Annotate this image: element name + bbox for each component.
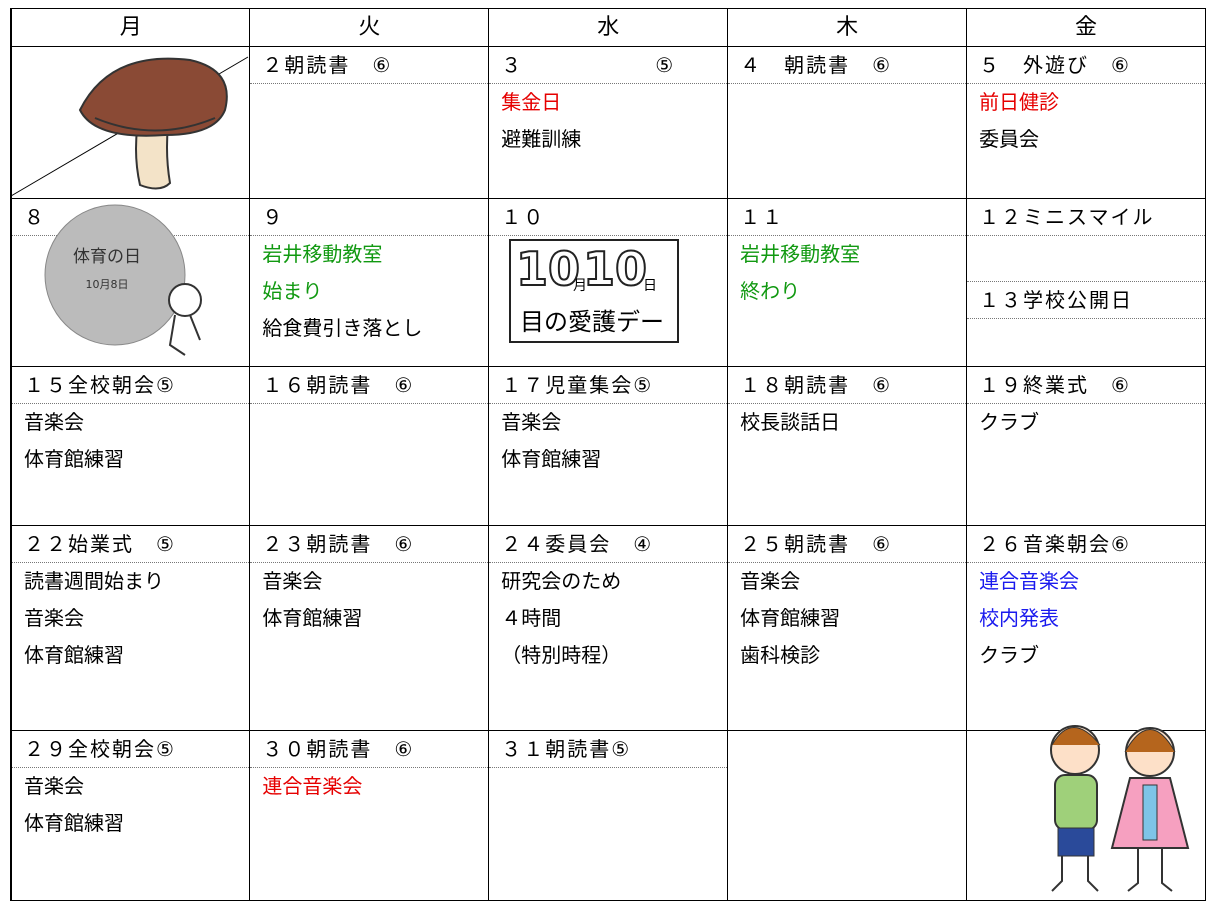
event: 音楽会 xyxy=(740,569,801,593)
event: 音楽会 xyxy=(24,774,84,798)
day-header: ２６音楽朝会⑥ xyxy=(967,526,1205,563)
event: 校内発表 xyxy=(979,606,1060,630)
week-row: ８ ９ 岩井移動教室 始まり 給食費引き落とし １０ １１ 岩井移動教室 終わり １２ミニスマイル… xyxy=(10,198,1206,367)
event: 給食費引き落とし xyxy=(262,316,423,340)
event: 岩井移動教室 xyxy=(740,242,861,266)
event: 研究会のため xyxy=(501,569,622,593)
day-header: ２５朝読書 ⑥ xyxy=(728,526,967,563)
day-header: １９終業式 ⑥ xyxy=(967,367,1205,404)
week-row: ２２始業式 ⑤ 読書週間始まり 音楽会 体育館練習 ２３朝読書 ⑥ 音楽会 体育館練習 ２４委… xyxy=(10,525,1206,731)
day-cell: ２６音楽朝会⑥ 連合音楽会校内発表クラブ xyxy=(966,525,1206,731)
day-header: ２３朝読書 ⑥ xyxy=(250,526,489,563)
day-cell: ２５朝読書 ⑥ 音楽会体育館練習歯科検診 xyxy=(727,525,968,731)
event: 始まり xyxy=(262,279,323,303)
event: 体育館練習 xyxy=(740,606,841,630)
week-row: ２９全校朝会⑤ 音楽会体育館練習 ３０朝読書 ⑥ 連合音楽会 ３１朝読書⑤ xyxy=(10,730,1206,901)
day-header: ２２始業式 ⑤ xyxy=(12,526,250,563)
day-header: １１ xyxy=(728,199,967,236)
day-header: ２朝読書 ⑥ xyxy=(250,47,489,84)
day-header: ２９全校朝会⑤ xyxy=(12,731,250,768)
day-header: ８ xyxy=(12,199,250,236)
day-cell xyxy=(966,730,1206,901)
event: 音楽会 xyxy=(262,569,323,593)
day-header: １２ミニスマイル xyxy=(967,199,1205,236)
event: 体育館練習 xyxy=(262,606,363,630)
day-cell: ２朝読書 ⑥ xyxy=(249,46,490,199)
day-cell: ２９全校朝会⑤ 音楽会体育館練習 xyxy=(10,730,251,901)
day-header: １５全校朝会⑤ xyxy=(12,367,250,404)
event: 校長談話日 xyxy=(740,410,841,434)
day-header: ４ 朝読書 ⑥ xyxy=(728,47,967,84)
day-cell: １６朝読書 ⑥ xyxy=(249,366,490,526)
weekday-row: 月火水木金 xyxy=(10,8,1206,47)
day-cell: ８ xyxy=(10,198,251,367)
day-header: ９ xyxy=(250,199,489,236)
day-cell: １１ 岩井移動教室 終わり xyxy=(727,198,968,367)
day-header: ２４委員会 ④ xyxy=(489,526,728,563)
event: 音楽会 xyxy=(24,410,84,434)
day-cell: ３１朝読書⑤ xyxy=(488,730,729,901)
day-header: １７児童集会⑤ xyxy=(489,367,728,404)
weekday: 金 xyxy=(966,8,1206,47)
day-header: １６朝読書 ⑥ xyxy=(250,367,489,404)
event: 読書週間始まり xyxy=(24,569,164,593)
day-header: ５ 外遊び ⑥ xyxy=(967,47,1205,84)
day-cell: ３ ⑤ 集金日避難訓練 xyxy=(488,46,729,199)
event: ４時間 xyxy=(501,606,562,630)
event: 音楽会 xyxy=(501,410,562,434)
day-cell: ３０朝読書 ⑥ 連合音楽会 xyxy=(249,730,490,901)
day-header: ３０朝読書 ⑥ xyxy=(250,731,489,768)
event: （特別時程） xyxy=(501,643,622,667)
event: 歯科検診 xyxy=(740,643,821,667)
day-header: ３ ⑤ xyxy=(489,47,728,84)
event: 連合音楽会 xyxy=(262,774,363,798)
event: 体育館練習 xyxy=(24,447,124,471)
day-cell: ２３朝読書 ⑥ 音楽会体育館練習 xyxy=(249,525,490,731)
weekday: 月 xyxy=(10,8,251,47)
day-header: ３１朝読書⑤ xyxy=(489,731,728,768)
day-header: １３学校公開日 xyxy=(967,281,1205,319)
day-cell: １２ミニスマイル １３学校公開日 xyxy=(966,198,1206,367)
weekday: 木 xyxy=(727,8,968,47)
event: クラブ xyxy=(979,410,1040,434)
day-cell xyxy=(10,46,251,199)
weekday: 水 xyxy=(488,8,729,47)
event: クラブ xyxy=(979,643,1040,667)
event: 体育館練習 xyxy=(24,643,124,667)
day-cell: ９ 岩井移動教室 始まり給食費引き落とし xyxy=(249,198,490,367)
day-cell: １９終業式 ⑥ クラブ xyxy=(966,366,1206,526)
event: 終わり xyxy=(740,279,801,303)
day-cell: １５全校朝会⑤ 音楽会体育館練習 xyxy=(10,366,251,526)
weekday: 火 xyxy=(249,8,490,47)
day-cell: ４ 朝読書 ⑥ xyxy=(727,46,968,199)
day-cell: １８朝読書 ⑥ 校長談話日 xyxy=(727,366,968,526)
event: 音楽会 xyxy=(24,606,84,630)
event: 体育館練習 xyxy=(501,447,602,471)
day-cell: １７児童集会⑤ 音楽会体育館練習 xyxy=(488,366,729,526)
day-cell: １０ xyxy=(488,198,729,367)
day-header: １８朝読書 ⑥ xyxy=(728,367,967,404)
day-cell: ２２始業式 ⑤ 読書週間始まり 音楽会体育館練習 xyxy=(10,525,251,731)
day-cell: ５ 外遊び ⑥ 前日健診委員会 xyxy=(966,46,1206,199)
event: 集金日 xyxy=(501,90,562,114)
event: 体育館練習 xyxy=(24,811,124,835)
day-header: １０ xyxy=(489,199,728,236)
event: 委員会 xyxy=(979,127,1040,151)
day-cell xyxy=(727,730,968,901)
event: 連合音楽会 xyxy=(979,569,1080,593)
event: 避難訓練 xyxy=(501,127,582,151)
day-cell: ２４委員会 ④ 研究会のため ４時間 （特別時程） xyxy=(488,525,729,731)
week-row: １５全校朝会⑤ 音楽会体育館練習 １６朝読書 ⑥ １７児童集会⑤ 音楽会体育館練習 １８朝… xyxy=(10,366,1206,526)
event: 前日健診 xyxy=(979,90,1060,114)
event: 岩井移動教室 xyxy=(262,242,383,266)
